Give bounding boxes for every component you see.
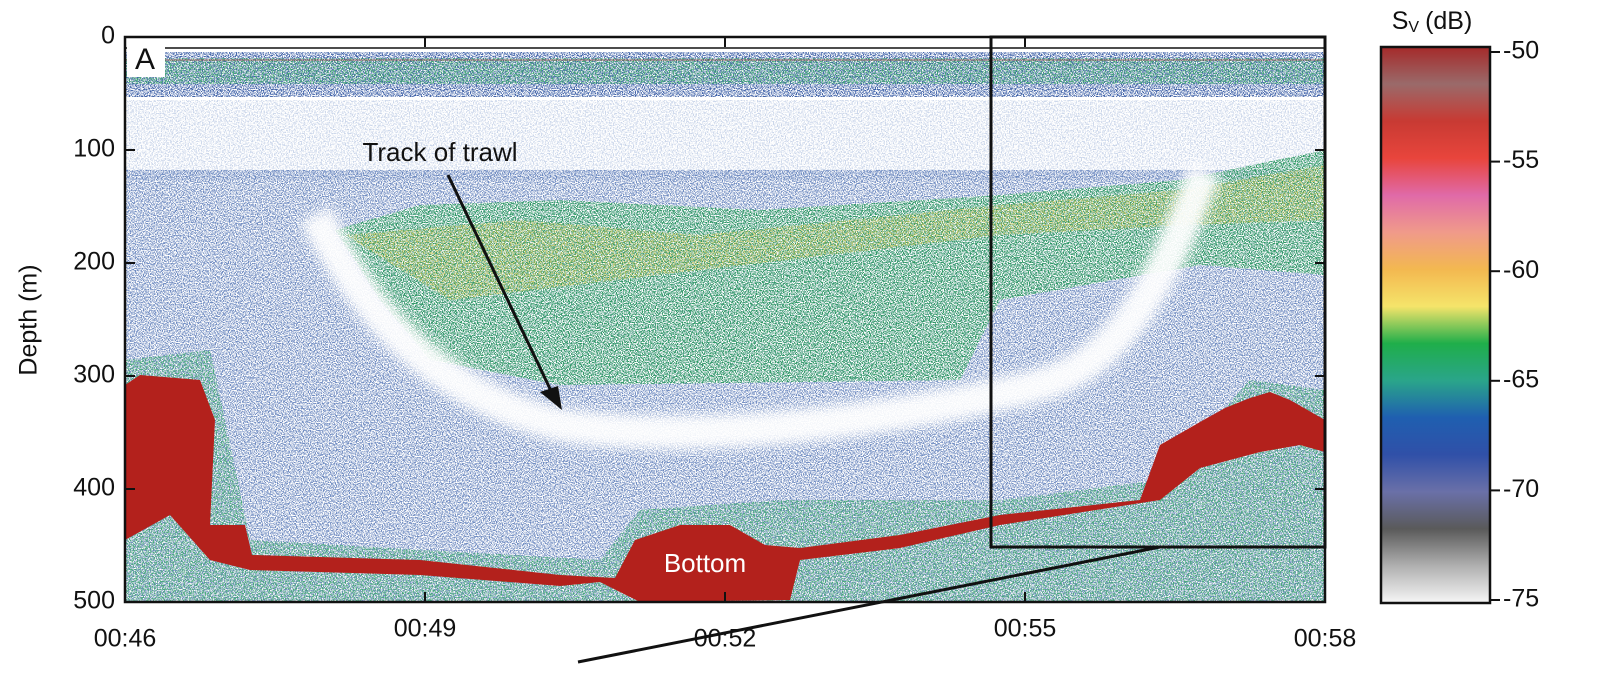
colorbar-subscript: V: [1408, 19, 1419, 36]
colorbar-label: SV (dB): [1392, 7, 1473, 37]
colorbar-tick-label: -70: [1503, 475, 1539, 503]
x-tick-label: 00:52: [694, 625, 757, 653]
annotation: Track of trawl: [362, 137, 517, 167]
colorbar-tick-label: -55: [1503, 146, 1539, 174]
echogram-image: [125, 37, 1325, 602]
panel-label: A: [135, 43, 155, 76]
y-tick-label: 400: [73, 474, 115, 502]
y-tick-label: 200: [73, 248, 115, 276]
seabed: [125, 375, 1325, 602]
panel-label-bg: [127, 39, 165, 77]
colorbar: [1379, 45, 1492, 605]
y-tick-label: 500: [73, 587, 115, 615]
trawl-track: [299, 163, 1221, 450]
y-axis-label: Depth (m): [15, 264, 43, 375]
colorbar-unit: (dB): [1425, 7, 1472, 35]
colorbar-tick-label: -75: [1503, 585, 1539, 613]
haze: [125, 100, 1325, 180]
colorbar-symbol: S: [1392, 7, 1409, 35]
x-tick-label: 00:46: [94, 625, 157, 653]
scattering-layer-core: [345, 165, 1325, 300]
arrow-head: [540, 386, 562, 410]
annotation: Bottom: [664, 548, 746, 578]
colorbar-tick-label: -50: [1503, 37, 1539, 65]
colorbar-tick-label: -60: [1503, 256, 1539, 284]
colorbar-tick-label: -65: [1503, 365, 1539, 393]
x-tick-label: 00:55: [994, 615, 1057, 643]
x-tick-label: 00:58: [1294, 625, 1357, 653]
x-tick-label: 00:49: [394, 615, 457, 643]
surface-layer-core: [125, 58, 1325, 84]
y-tick-label: 300: [73, 361, 115, 389]
y-tick-label: 0: [101, 22, 115, 50]
bottom-halo: [125, 350, 1325, 602]
y-tick-label: 100: [73, 135, 115, 163]
annotation-arrow: [446, 174, 555, 396]
inset-connector: [577, 545, 1161, 664]
